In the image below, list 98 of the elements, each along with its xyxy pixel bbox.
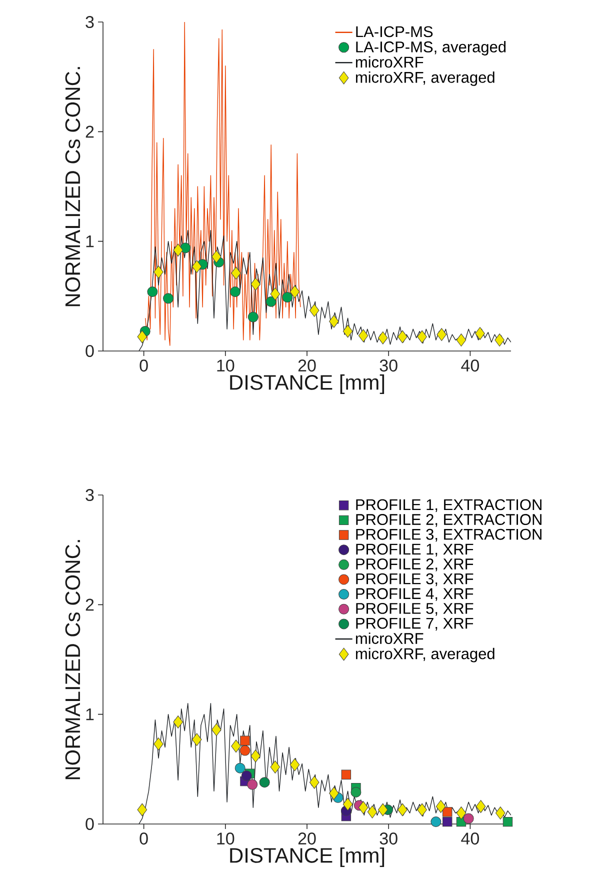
- point: [192, 733, 202, 746]
- point: [358, 801, 368, 814]
- x-axis-title: DISTANCE [mm]: [230, 374, 384, 394]
- point: [463, 813, 474, 824]
- y-tick-label: 2: [86, 598, 94, 611]
- legend-label: PROFILE 7, XRF: [356, 618, 474, 631]
- point: [248, 312, 258, 322]
- point: [234, 762, 246, 774]
- point: [173, 716, 183, 728]
- point: [342, 324, 353, 338]
- x-tick-label: 40: [461, 360, 479, 372]
- legend-label: microXRF, averaged: [356, 648, 494, 662]
- legend-label: PROFILE 2, EXTRACTION: [356, 514, 542, 527]
- point: [212, 250, 222, 264]
- point: [417, 330, 427, 344]
- y-axis-title: NORMALIZED Cs CONC.: [65, 540, 80, 780]
- point: [192, 260, 202, 273]
- point: [476, 800, 486, 813]
- point: [442, 807, 452, 817]
- legend-label: PROFILE 3, EXTRACTION: [356, 528, 542, 542]
- point: [250, 750, 260, 762]
- point: [270, 288, 280, 300]
- point: [250, 278, 260, 291]
- point: [266, 296, 276, 307]
- point: [358, 329, 368, 342]
- x-axis-title: DISTANCE [mm]: [230, 847, 384, 868]
- legend-label: PROFILE 1, XRF: [356, 544, 474, 556]
- point: [290, 758, 300, 772]
- y-tick-label: 2: [86, 126, 94, 138]
- point: [241, 770, 252, 781]
- point: [329, 314, 339, 328]
- x-tick-label: 40: [461, 832, 479, 845]
- point: [180, 242, 191, 254]
- y-axis-title: NORMALIZED Cs CONC.: [65, 67, 80, 306]
- point: [398, 803, 408, 816]
- point: [154, 266, 164, 278]
- x-tick-label: 30: [380, 360, 398, 372]
- x-tick-label: 0: [140, 832, 148, 845]
- point: [350, 786, 362, 798]
- point: [270, 760, 280, 774]
- point: [329, 786, 339, 800]
- y-tick-label: 3: [86, 16, 94, 28]
- point: [137, 803, 148, 816]
- point: [430, 816, 442, 828]
- legend-label: PROFILE 1, EXTRACTION: [356, 499, 542, 512]
- x-tick-label: 20: [298, 832, 316, 845]
- point: [342, 798, 353, 811]
- point: [154, 737, 164, 750]
- point: [475, 327, 485, 340]
- y-tick-label: 1: [86, 235, 94, 248]
- point: [309, 776, 320, 789]
- point: [247, 779, 258, 790]
- y-tick-label: 3: [86, 488, 94, 502]
- legend-label: LA-ICP-MS: [356, 26, 433, 38]
- point: [147, 286, 158, 298]
- point: [436, 800, 446, 813]
- point: [367, 805, 378, 818]
- point: [456, 334, 466, 346]
- point: [398, 330, 408, 344]
- y-tick-label: 0: [86, 818, 94, 830]
- legend-label: PROFILE 2, XRF: [356, 558, 474, 572]
- point: [309, 304, 320, 317]
- point: [290, 285, 300, 298]
- point: [502, 816, 513, 827]
- point: [417, 803, 427, 816]
- point: [163, 293, 174, 304]
- y-tick-label: 0: [86, 344, 94, 358]
- point: [231, 740, 241, 753]
- legend-label: PROFILE 3, XRF: [356, 573, 474, 586]
- point: [442, 816, 452, 827]
- legend-label: PROFILE 5, XRF: [356, 602, 474, 616]
- point: [231, 266, 241, 280]
- point: [173, 244, 183, 257]
- point: [378, 803, 388, 816]
- legend-label: LA-ICP-MS, averaged: [356, 41, 506, 56]
- legend-label: PROFILE 4, XRF: [356, 588, 474, 601]
- x-tick-label: 30: [380, 832, 398, 845]
- point: [240, 745, 250, 756]
- point: [495, 806, 506, 820]
- point: [456, 806, 466, 820]
- point: [212, 723, 222, 736]
- point: [494, 334, 504, 346]
- legend-label: microXRF: [356, 56, 424, 68]
- x-tick-label: 10: [217, 360, 234, 372]
- point: [240, 736, 250, 746]
- point: [230, 286, 240, 298]
- point: [341, 770, 352, 780]
- x-tick-label: 0: [140, 360, 148, 372]
- x-tick-label: 20: [298, 360, 316, 372]
- point: [378, 331, 388, 344]
- legend-label: microXRF, averaged: [356, 71, 494, 86]
- point: [259, 777, 270, 788]
- x-tick-label: 10: [217, 832, 234, 845]
- point: [137, 330, 148, 344]
- point: [436, 328, 447, 341]
- y-tick-label: 1: [86, 708, 94, 720]
- legend-label: microXRF: [356, 632, 424, 644]
- point: [282, 292, 293, 303]
